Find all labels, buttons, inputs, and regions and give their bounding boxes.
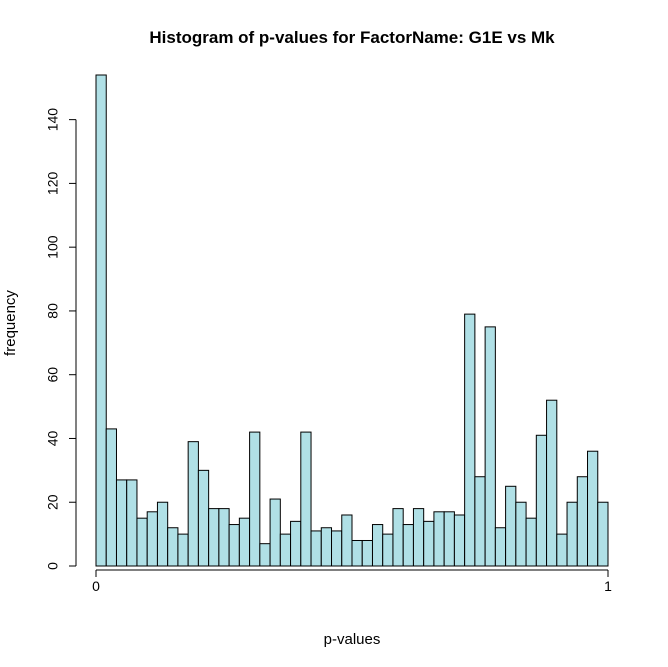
histogram-bar — [238, 517, 251, 567]
histogram-bar — [310, 530, 322, 567]
histogram-bar — [115, 479, 128, 567]
histogram-bar — [249, 431, 261, 567]
histogram-bar — [505, 485, 517, 567]
histogram-bar — [279, 533, 292, 567]
y-axis-label: frequency — [2, 290, 19, 356]
y-tick-label: 80 — [45, 303, 61, 319]
histogram-bar — [228, 524, 240, 567]
histogram-bar — [300, 431, 312, 567]
histogram-bar — [331, 530, 343, 567]
y-axis: 0 20 40 60 80 100 120 140 — [45, 108, 77, 570]
histogram-bar — [494, 527, 507, 567]
histogram-bar — [464, 313, 476, 567]
histogram-bar — [269, 498, 281, 567]
histogram-bar — [187, 441, 199, 567]
histogram-bar — [105, 428, 117, 567]
histogram-bar — [126, 479, 138, 567]
y-tick-label: 140 — [45, 108, 61, 132]
histogram-bar — [433, 511, 445, 567]
y-tick-label: 60 — [45, 367, 61, 383]
y-tick-label: 100 — [45, 235, 61, 259]
histogram-bar — [515, 501, 527, 567]
histogram-bar — [566, 501, 578, 567]
histogram-bar — [546, 399, 558, 567]
histogram-bar — [597, 501, 609, 567]
histogram-bar — [320, 527, 333, 567]
histogram-bar — [587, 450, 599, 567]
x-tick-label: 0 — [92, 578, 100, 594]
histogram-bar — [259, 543, 271, 567]
histogram-bar — [218, 508, 230, 567]
x-tick-label: 1 — [604, 578, 612, 594]
histogram-bar — [484, 326, 496, 567]
histogram-bar — [197, 469, 210, 567]
histogram-bar — [556, 533, 568, 567]
histogram-bar — [412, 508, 425, 567]
chart-title: Histogram of p-values for FactorName: G1… — [149, 28, 555, 47]
x-axis-label: p-values — [324, 631, 381, 648]
histogram-bar — [146, 511, 158, 567]
y-tick-label: 120 — [45, 172, 61, 196]
histogram-bar — [392, 508, 404, 567]
histogram-bar — [290, 520, 302, 567]
histogram-bar — [371, 524, 384, 567]
y-tick-label: 0 — [45, 562, 61, 570]
y-tick-label: 20 — [45, 494, 61, 510]
histogram-bar — [177, 533, 189, 567]
histogram-bar — [525, 517, 537, 567]
histogram-bar — [535, 434, 548, 567]
histogram-bar — [136, 517, 148, 567]
y-tick-label: 40 — [45, 430, 61, 446]
histogram-bar — [361, 539, 373, 567]
histogram-bar — [402, 524, 414, 567]
histogram-bar — [95, 74, 107, 567]
histogram-bar — [453, 514, 466, 567]
histogram-bar — [208, 508, 220, 567]
histogram-bar — [423, 520, 435, 567]
histogram-bar — [474, 476, 486, 567]
histogram-bar — [576, 476, 589, 567]
histogram-bar — [341, 514, 353, 567]
histogram-bar — [443, 511, 455, 567]
histogram-bar — [382, 533, 394, 567]
histogram-bar — [156, 501, 169, 567]
histogram-bar — [167, 527, 179, 567]
bars-group — [95, 74, 609, 567]
histogram-bar — [351, 539, 363, 567]
